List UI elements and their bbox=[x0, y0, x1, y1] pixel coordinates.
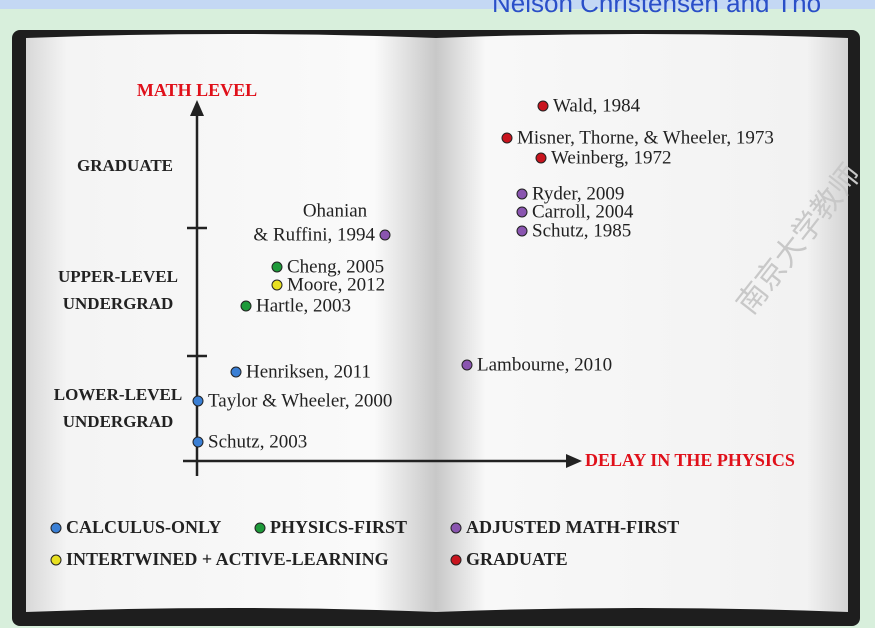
x-axis-label: DELAY IN THE PHYSICS bbox=[585, 450, 795, 470]
item-label: Schutz, 1985 bbox=[532, 220, 631, 241]
dot bbox=[50, 522, 62, 534]
item-label: Moore, 2012 bbox=[287, 274, 385, 295]
level-label: LOWER-LEVEL bbox=[54, 385, 182, 404]
level-label: GRADUATE bbox=[77, 156, 173, 175]
item-label: Carroll, 2004 bbox=[532, 201, 634, 222]
item-label: Weinberg, 1972 bbox=[551, 147, 672, 168]
dot bbox=[516, 206, 528, 218]
dot bbox=[461, 359, 473, 371]
dot bbox=[450, 554, 462, 566]
left-page bbox=[26, 34, 436, 612]
legend-label: INTERTWINED + ACTIVE-LEARNING bbox=[66, 549, 389, 569]
item-label: Hartle, 2003 bbox=[256, 295, 351, 316]
level-label: UNDERGRAD bbox=[63, 412, 174, 431]
dot bbox=[379, 229, 391, 241]
item-label: Henriksen, 2011 bbox=[246, 361, 371, 382]
dot bbox=[254, 522, 266, 534]
arrowhead bbox=[566, 454, 582, 468]
item-label: Taylor & Wheeler, 2000 bbox=[208, 390, 392, 411]
item-label: Ohanian bbox=[303, 200, 368, 221]
axes bbox=[183, 112, 570, 476]
item-label: Wald, 1984 bbox=[553, 95, 641, 116]
level-label: UNDERGRAD bbox=[63, 294, 174, 313]
dot bbox=[271, 261, 283, 273]
dot bbox=[450, 522, 462, 534]
dot bbox=[271, 279, 283, 291]
dot bbox=[516, 188, 528, 200]
header-text: Nelson Christensen and Tho bbox=[492, 0, 821, 18]
legend-label: GRADUATE bbox=[466, 549, 568, 569]
item-label: Misner, Thorne, & Wheeler, 1973 bbox=[517, 127, 774, 148]
dot bbox=[50, 554, 62, 566]
item-label: Ryder, 2009 bbox=[532, 183, 624, 204]
dot bbox=[230, 366, 242, 378]
dot bbox=[535, 152, 547, 164]
dot bbox=[516, 225, 528, 237]
legend-label: ADJUSTED MATH-FIRST bbox=[466, 517, 679, 537]
item-label: Cheng, 2005 bbox=[287, 256, 384, 277]
legend-label: PHYSICS-FIRST bbox=[270, 517, 407, 537]
dot bbox=[501, 132, 513, 144]
legend-label: CALCULUS-ONLY bbox=[66, 517, 221, 537]
item-label: Lambourne, 2010 bbox=[477, 354, 612, 375]
dot bbox=[537, 100, 549, 112]
y-axis-label: MATH LEVEL bbox=[137, 80, 257, 100]
right-page bbox=[436, 34, 848, 612]
item-label: & Ruffini, 1994 bbox=[253, 224, 375, 245]
level-label: UPPER-LEVEL bbox=[58, 267, 178, 286]
dot bbox=[240, 300, 252, 312]
top-bar bbox=[0, 0, 875, 9]
dot bbox=[192, 436, 204, 448]
dot bbox=[192, 395, 204, 407]
arrowhead bbox=[190, 100, 204, 116]
item-label: Schutz, 2003 bbox=[208, 431, 307, 452]
